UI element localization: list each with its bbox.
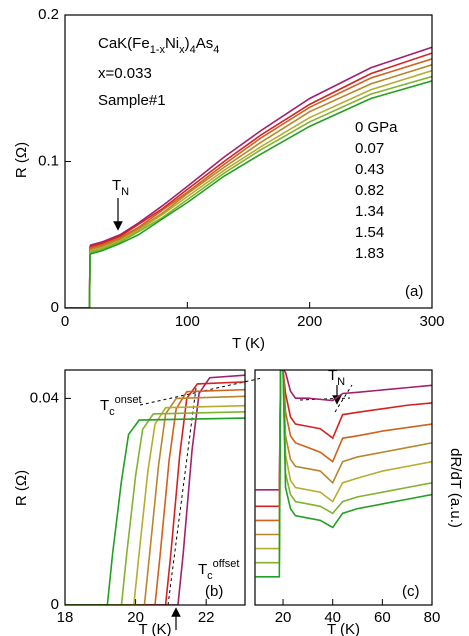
x-tick-label: 60 (374, 609, 391, 626)
curve (65, 388, 245, 605)
text-part: offset (213, 558, 240, 570)
text-part: 4 (213, 44, 219, 56)
annotation: Tconset (100, 394, 142, 418)
x-tick-label: 300 (419, 313, 444, 330)
text-part: As (196, 35, 214, 52)
x-tick-label: 100 (175, 313, 200, 330)
text-part: N (337, 376, 345, 388)
curve (65, 381, 245, 605)
panel-label: (c) (402, 583, 420, 600)
legend-entry: 0.07 (355, 140, 384, 157)
curve (255, 370, 432, 578)
text-part: T (112, 177, 121, 194)
plot-frame (64, 369, 246, 606)
curve (65, 374, 245, 605)
legend-entry: 1.54 (355, 224, 384, 241)
annotation: TN (112, 177, 129, 198)
text-part: N (121, 186, 129, 198)
curve (255, 370, 432, 550)
annotation: Sample#1 (98, 92, 166, 109)
legend-entry: 0.43 (355, 161, 384, 178)
x-tick-label: 20 (127, 609, 144, 626)
curve (255, 370, 432, 536)
x-tick-label: 40 (324, 609, 341, 626)
text-part: CaK(Fe (98, 35, 150, 52)
text-part: x (179, 44, 185, 56)
curve (65, 395, 245, 605)
annotation: TN (328, 367, 345, 388)
y-tick-label: 0.04 (30, 389, 59, 406)
curve (65, 404, 245, 605)
text-part: c (109, 406, 115, 418)
y-axis-label: R (Ω) (13, 470, 30, 506)
text-part: T (198, 561, 207, 578)
x-tick-label: 22 (198, 609, 215, 626)
text-part: T (328, 367, 337, 384)
x-axis-label: T (K) (232, 335, 265, 352)
text-part: x=0.033 (98, 65, 152, 82)
curve (255, 370, 432, 508)
annotation: CaK(Fe1-xNix)4As4 (98, 35, 219, 56)
tangent-line (299, 397, 351, 401)
text-part: T (100, 397, 109, 414)
y-tick-label: 0.2 (38, 6, 59, 23)
x-tick-label: 80 (424, 609, 441, 626)
text-part: onset (115, 394, 142, 406)
text-part: c (207, 570, 213, 582)
curve (255, 370, 432, 564)
annotation: x=0.033 (98, 65, 152, 82)
tangent-line (167, 387, 197, 606)
curve (255, 370, 432, 491)
curve (255, 370, 432, 522)
x-axis-label: T (K) (138, 621, 171, 636)
legend-entry: 1.34 (355, 203, 384, 220)
x-tick-label: 0 (61, 313, 69, 330)
legend-entry: 0.82 (355, 182, 384, 199)
y-axis-label: R (Ω) (13, 142, 30, 178)
text-part: ) (185, 35, 190, 52)
panel-label: (a) (405, 283, 423, 300)
x-axis-label: T (K) (327, 621, 360, 636)
plot-frame (254, 369, 433, 606)
curve (65, 80, 432, 308)
y-tick-label: 0 (51, 299, 59, 316)
text-part: 1-x (150, 44, 166, 56)
plot-frame (64, 14, 433, 309)
legend-entry: 1.83 (355, 245, 384, 262)
legend-entry: 0 GPa (355, 119, 398, 136)
y-tick-label: 0.1 (38, 152, 59, 169)
tangent-line (334, 384, 353, 413)
y-tick-label: 0 (51, 596, 59, 613)
x-tick-label: 200 (297, 313, 322, 330)
curve (65, 417, 245, 605)
annotation: Tcoffset (198, 558, 239, 582)
x-tick-label: 20 (275, 609, 292, 626)
curve (65, 411, 245, 605)
text-part: Sample#1 (98, 92, 166, 109)
panel-label: (b) (205, 583, 223, 600)
y-axis-label: dR/dT (a.u.) (447, 448, 464, 528)
x-tick-label: 18 (57, 609, 74, 626)
text-part: Ni (165, 35, 179, 52)
text-part: 4 (190, 44, 196, 56)
